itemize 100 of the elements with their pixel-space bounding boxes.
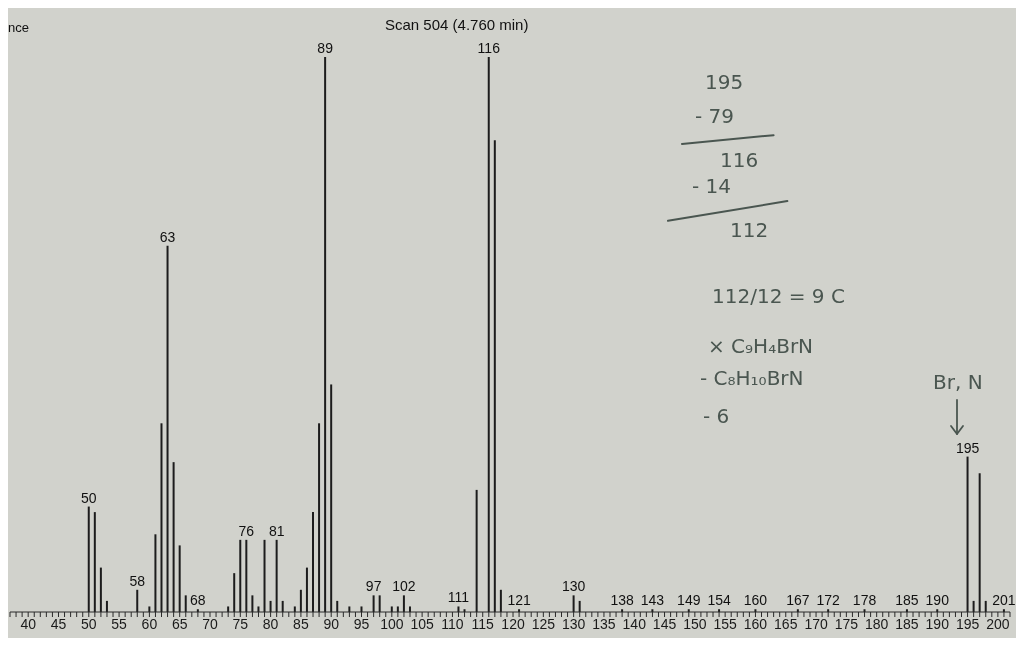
annotation: 102 [392,578,416,595]
bar [390,606,393,612]
bar [372,595,375,612]
bar [305,567,308,612]
x-tick-label: 165 [774,615,798,632]
bar [348,606,351,612]
annotation: 68 [190,592,206,609]
bar [154,534,157,612]
annotation: 81 [268,522,285,539]
bar [378,595,381,612]
bar [184,595,187,612]
bar [475,489,478,612]
x-tick-label: 170 [804,615,828,632]
bar [87,506,90,612]
bar [178,545,181,612]
annotation: 138 [610,592,635,609]
x-tick-label: 180 [864,615,889,632]
bar [360,606,363,612]
bar [172,462,175,612]
bar [396,606,399,612]
bar [233,573,236,612]
annotation: 50 [81,489,97,506]
annotation: 195 [705,70,744,94]
bar [966,456,969,612]
x-tick-label: 195 [955,615,980,632]
bar [408,606,411,612]
annotation: 201 [992,592,1016,609]
annotation: 154 [707,592,731,609]
bar [263,539,266,612]
x-tick-label: 45 [50,615,67,632]
x-tick-label: 85 [293,615,309,632]
x-tick-label: 95 [353,615,370,632]
annotation: 121 [507,592,531,609]
annotation: 167 [786,592,810,609]
x-tick-label: 190 [925,615,950,632]
annotation: 160 [743,592,768,609]
bar [578,600,581,612]
bar [160,423,163,612]
chart-title: Scan 504 (4.760 min) [385,16,529,33]
annotation: 58 [129,572,146,589]
bar [402,595,405,612]
bar [93,512,96,612]
annotation: 130 [561,578,586,595]
bar [493,140,496,612]
annotation: 89 [317,40,334,56]
bar [336,600,339,612]
x-tick-label: 155 [713,615,738,632]
bar [148,606,151,612]
annotation: 143 [640,592,665,609]
y-axis-title: nce [8,20,29,35]
bar [269,600,272,612]
bar [227,606,230,612]
annotation: 63 [159,228,176,245]
bar [457,606,460,612]
bar [275,539,278,612]
bar [239,539,242,612]
annotation: 149 [677,592,701,609]
x-tick-label: 100 [380,615,404,632]
bar [257,606,260,612]
annotation: × C₉H₄BrN [708,334,814,358]
bar [245,539,248,612]
x-tick-label: 75 [232,615,249,632]
x-tick-label: 125 [531,615,556,632]
x-tick-label: 160 [743,615,768,632]
x-tick-label: 60 [141,615,158,632]
annotation: 116 [720,148,759,172]
x-tick-label: 90 [323,615,340,632]
annotation: 76 [238,522,255,539]
annotation: 185 [895,592,919,609]
bar [105,600,108,612]
bar [312,512,314,612]
annotation: 112 [730,218,769,242]
x-tick-label: 115 [471,615,495,632]
annotation: 111 [447,589,470,606]
x-tick-label: 110 [441,615,464,632]
x-tick-label: 200 [986,615,1010,632]
bar [251,595,254,612]
annotation: - 79 [695,104,735,128]
bar [984,600,987,612]
annotation: 97 [365,578,382,595]
bar [318,423,321,612]
annotation: - 14 [692,174,732,198]
x-tick-label: 145 [652,615,677,632]
x-tick-label: 50 [81,615,97,632]
bar [293,606,296,612]
annotation: 116 [477,40,501,56]
x-tick-label: 185 [895,615,919,632]
annotation: - 6 [703,404,730,428]
bar [281,600,284,612]
bar [572,595,575,612]
x-tick-label: 130 [561,615,586,632]
x-tick-label: 70 [202,615,218,632]
bar [972,600,975,612]
bar [499,589,502,612]
bar [978,473,981,612]
annotation: Br, N [933,370,983,394]
x-tick-label: 150 [683,615,707,632]
bar [324,57,327,612]
bar [136,589,139,612]
x-tick-label: 55 [111,615,128,632]
